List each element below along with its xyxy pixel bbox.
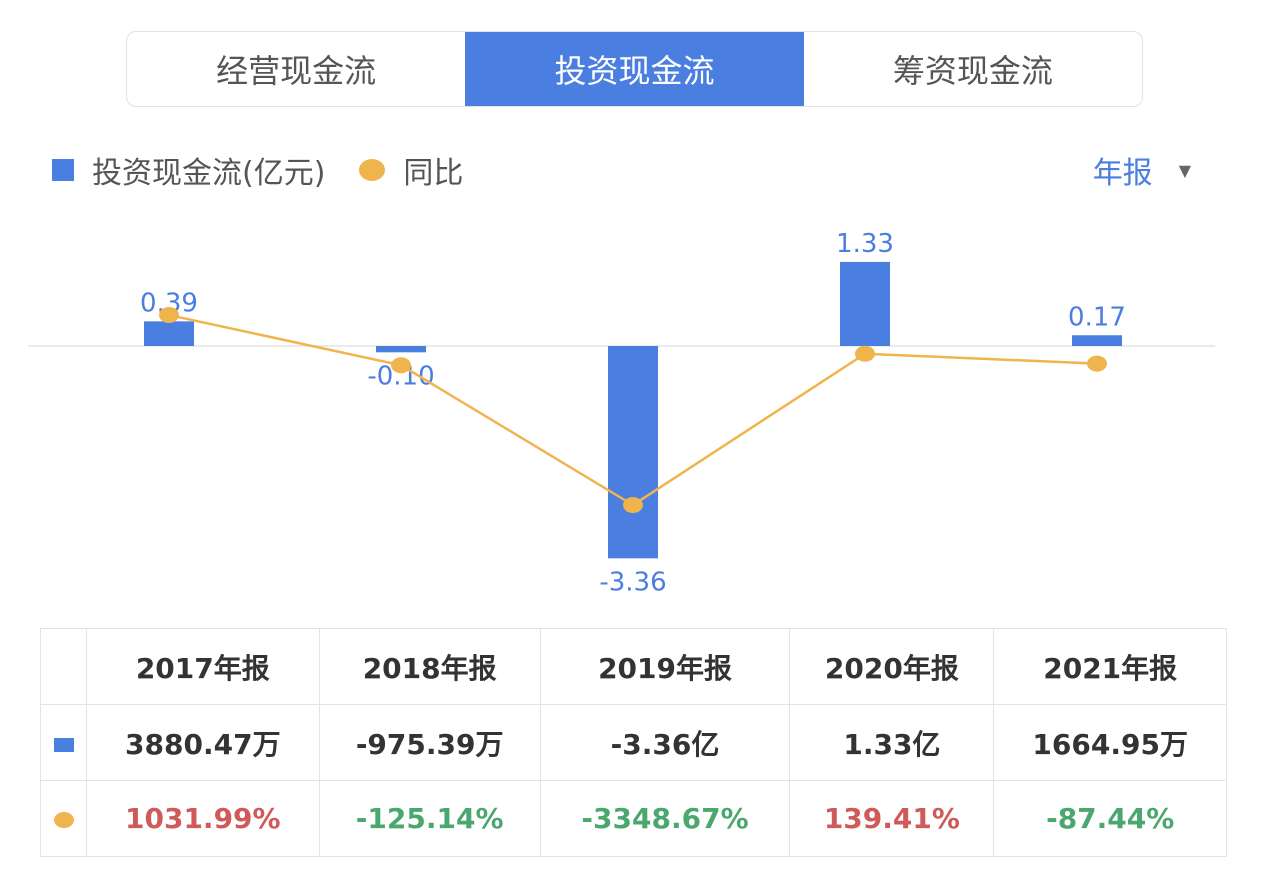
- bar-2017年报: [144, 321, 194, 346]
- yoy-cell: 139.41%: [789, 780, 995, 857]
- bar-2019年报: [608, 346, 658, 559]
- legend-bar-label[interactable]: 投资现金流(亿元): [92, 156, 326, 191]
- data-table: 2017年报 2018年报 2019年报 2020年报 2021年报 3880.…: [40, 628, 1227, 857]
- bar-2018年报: [376, 346, 426, 353]
- line-series-icon: [53, 812, 74, 828]
- yoy-point-2019年报: [623, 497, 643, 514]
- yoy-cell: 1031.99%: [86, 780, 320, 857]
- yoy-point-2018年报: [391, 357, 411, 374]
- tab-financing-cashflow[interactable]: 筹资现金流: [892, 52, 1053, 90]
- bar-data-label: -3.36: [599, 567, 666, 597]
- bar-2021年报: [1072, 335, 1122, 346]
- yoy-cell: -87.44%: [993, 780, 1227, 857]
- caret-down-icon: ▼: [1178, 160, 1191, 180]
- bar-series-icon: [53, 738, 74, 752]
- bar-legend-icon: [52, 159, 74, 181]
- table-header-row: 2017年报 2018年报 2019年报 2020年报 2021年报: [40, 628, 1227, 705]
- header-cell: 2020年报: [789, 628, 995, 705]
- amount-cell: -975.39万: [318, 704, 541, 781]
- table-row-amount: 3880.47万 -975.39万 -3.36亿 1.33亿 1664.95万: [40, 704, 1227, 781]
- yoy-point-2020年报: [855, 345, 875, 362]
- tab-investing-cashflow[interactable]: 投资现金流: [465, 32, 804, 106]
- bar-data-label: 0.17: [1068, 302, 1126, 332]
- tab-operating-cashflow[interactable]: 经营现金流: [216, 52, 377, 90]
- table-row-yoy: 1031.99% -125.14% -3348.67% 139.41% -87.…: [40, 780, 1227, 857]
- yoy-cell: -3348.67%: [539, 780, 791, 857]
- amount-cell: 3880.47万: [86, 704, 320, 781]
- amount-cell: 1664.95万: [993, 704, 1227, 781]
- yoy-point-2021年报: [1087, 355, 1107, 372]
- chart-legend: 投资现金流(亿元) 同比: [52, 148, 463, 192]
- header-cell: 2019年报: [539, 628, 791, 705]
- line-legend-icon: [359, 159, 386, 181]
- chart: 0.39-0.10-3.361.330.17: [28, 229, 1215, 597]
- amount-cell: -3.36亿: [539, 704, 791, 781]
- amount-cell: 1.33亿: [789, 704, 995, 781]
- period-dropdown[interactable]: 年报 ▼: [1093, 148, 1191, 192]
- header-cell: 2018年报: [318, 628, 541, 705]
- bar-data-label: 1.33: [836, 229, 894, 259]
- legend-line-label[interactable]: 同比: [403, 156, 464, 191]
- cashflow-tabs: 经营现金流 投资现金流 筹资现金流: [126, 31, 1143, 107]
- period-label: 年报: [1092, 156, 1153, 191]
- header-cell: 2021年报: [993, 628, 1227, 705]
- header-cell: 2017年报: [86, 628, 320, 705]
- yoy-point-2017年报: [159, 307, 179, 324]
- yoy-cell: -125.14%: [318, 780, 541, 857]
- bar-2020年报: [840, 261, 890, 346]
